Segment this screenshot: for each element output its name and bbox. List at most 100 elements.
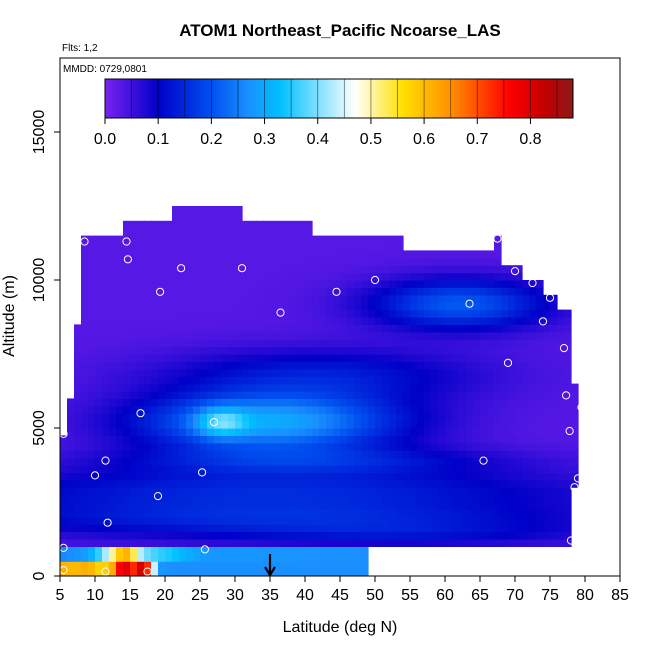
heatmap-cell bbox=[438, 479, 446, 488]
heatmap-cell bbox=[144, 457, 152, 466]
heatmap-cell bbox=[536, 531, 544, 540]
heatmap-cell bbox=[144, 428, 152, 436]
heatmap-cell bbox=[382, 331, 390, 340]
heatmap-cell bbox=[137, 472, 145, 481]
heatmap-cell bbox=[564, 531, 572, 540]
heatmap-cell bbox=[298, 465, 306, 473]
heatmap-cell bbox=[179, 465, 187, 473]
heatmap-cell bbox=[158, 228, 166, 237]
colorbar-tick-label: 0.1 bbox=[147, 131, 169, 148]
heatmap-cell bbox=[221, 450, 229, 459]
heatmap-cell bbox=[522, 405, 530, 414]
heatmap-cell bbox=[438, 339, 446, 348]
heatmap-cell bbox=[368, 465, 376, 473]
heatmap-cell bbox=[382, 420, 390, 429]
heatmap-cell bbox=[410, 361, 418, 370]
heatmap-cell bbox=[102, 354, 110, 362]
heatmap-cell bbox=[543, 539, 551, 547]
heatmap-cell bbox=[221, 398, 229, 407]
heatmap-cell bbox=[263, 220, 271, 229]
heatmap-cell bbox=[361, 494, 369, 503]
heatmap-cell bbox=[235, 450, 243, 459]
dates-annotation: MMDD: 0729,0801 bbox=[63, 64, 147, 75]
heatmap-cell bbox=[270, 487, 278, 496]
heatmap-cell bbox=[242, 383, 250, 392]
heatmap-cell bbox=[207, 331, 215, 340]
heatmap-cell bbox=[375, 250, 383, 259]
heatmap-cell bbox=[396, 257, 404, 266]
heatmap-cell bbox=[389, 516, 397, 525]
heatmap-cell bbox=[543, 398, 551, 407]
heatmap-cell bbox=[550, 509, 558, 518]
heatmap-cell bbox=[256, 302, 264, 311]
heatmap-cell bbox=[186, 228, 194, 237]
heatmap-cell bbox=[263, 280, 271, 288]
heatmap-cell bbox=[60, 479, 68, 488]
heatmap-cell bbox=[88, 442, 96, 451]
heatmap-cell bbox=[571, 391, 579, 399]
heatmap-cell bbox=[158, 391, 166, 399]
heatmap-cell bbox=[214, 413, 222, 422]
heatmap-cell bbox=[305, 302, 313, 311]
heatmap-cell bbox=[123, 272, 131, 281]
heatmap-cell bbox=[144, 435, 152, 444]
heatmap-cell bbox=[256, 413, 264, 422]
heatmap-cell bbox=[144, 368, 152, 377]
heatmap-cell bbox=[550, 405, 558, 414]
heatmap-cell bbox=[340, 309, 348, 318]
heatmap-cell bbox=[536, 502, 544, 510]
heatmap-cell bbox=[186, 487, 194, 496]
heatmap-cell bbox=[550, 502, 558, 510]
heatmap-cell bbox=[326, 324, 334, 333]
heatmap-cell bbox=[438, 346, 446, 355]
heatmap-cell bbox=[116, 472, 124, 481]
heatmap-cell bbox=[179, 450, 187, 459]
heatmap-cell bbox=[543, 465, 551, 473]
heatmap-cell bbox=[88, 457, 96, 466]
heatmap-cell bbox=[263, 235, 271, 244]
heatmap-cell bbox=[277, 479, 285, 488]
heatmap-cell bbox=[284, 331, 292, 340]
heatmap-cell bbox=[221, 213, 229, 222]
heatmap-cell bbox=[417, 398, 425, 407]
heatmap-cell bbox=[242, 553, 250, 562]
heatmap-cell bbox=[319, 413, 327, 422]
heatmap-cell bbox=[249, 228, 257, 237]
heatmap-cell bbox=[249, 294, 257, 303]
heatmap-cell bbox=[403, 450, 411, 459]
heatmap-cell bbox=[221, 391, 229, 399]
heatmap-cell bbox=[109, 546, 117, 555]
heatmap-cell bbox=[263, 553, 271, 562]
heatmap-cell bbox=[347, 420, 355, 429]
heatmap-cell bbox=[529, 280, 537, 288]
heatmap-cell bbox=[116, 420, 124, 429]
sample-point bbox=[545, 293, 555, 302]
heatmap-cell bbox=[550, 383, 558, 392]
heatmap-cell bbox=[529, 539, 537, 547]
heatmap-cell bbox=[214, 346, 222, 355]
heatmap-cell bbox=[228, 487, 236, 496]
heatmap-cell bbox=[550, 361, 558, 370]
heatmap-cell bbox=[389, 383, 397, 392]
heatmap-cell bbox=[326, 368, 334, 377]
heatmap-cell bbox=[480, 383, 488, 392]
heatmap-cell bbox=[235, 391, 243, 399]
heatmap-cell bbox=[123, 368, 131, 377]
heatmap-cell bbox=[207, 391, 215, 399]
heatmap-cell bbox=[305, 331, 313, 340]
heatmap-cell bbox=[172, 361, 180, 370]
heatmap-cell bbox=[144, 309, 152, 318]
heatmap-cell bbox=[382, 243, 390, 251]
heatmap-cell bbox=[88, 250, 96, 259]
heatmap-cell bbox=[333, 391, 341, 399]
heatmap-cell bbox=[522, 442, 530, 451]
heatmap-cell bbox=[403, 428, 411, 436]
heatmap-cell bbox=[249, 339, 257, 348]
heatmap-cell bbox=[193, 220, 201, 229]
heatmap-cell bbox=[417, 331, 425, 340]
heatmap-cell bbox=[529, 494, 537, 503]
heatmap-cell bbox=[340, 250, 348, 259]
heatmap-cell bbox=[312, 287, 320, 296]
heatmap-cell bbox=[557, 420, 565, 429]
heatmap-cell bbox=[137, 302, 145, 311]
